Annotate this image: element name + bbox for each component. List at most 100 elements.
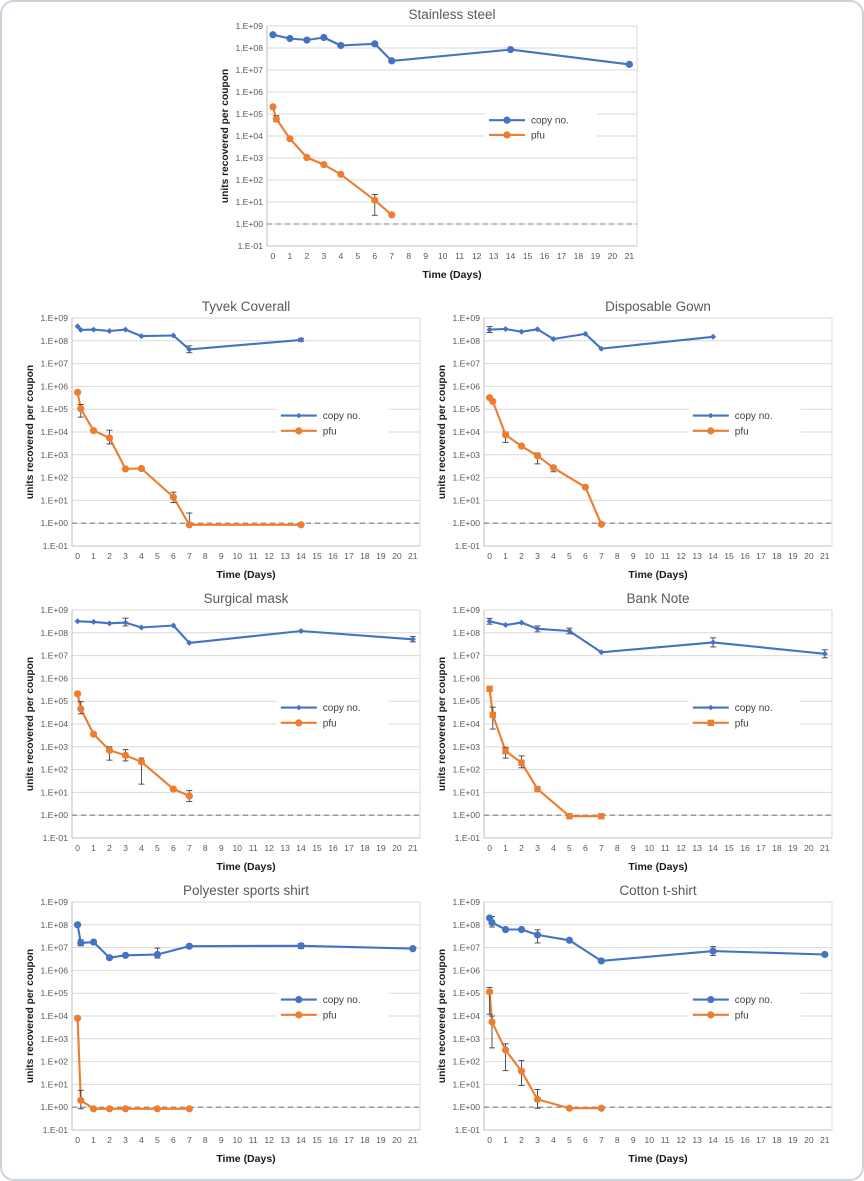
x-tick-label: 2 bbox=[107, 1135, 112, 1145]
x-tick-label: 8 bbox=[615, 551, 620, 561]
x-tick-label: 15 bbox=[312, 843, 322, 853]
legend-label: copy no. bbox=[323, 995, 361, 1006]
x-tick-label: 2 bbox=[107, 551, 112, 561]
x-tick-label: 4 bbox=[139, 843, 144, 853]
error-bars bbox=[77, 404, 193, 526]
charts-row-3: 1.E+09 1.E+08 1.E+07 1.E+06 1.E+05 1.E+04 1.E+… bbox=[2, 590, 862, 878]
y-tick-label: 1.E-01 bbox=[43, 1125, 69, 1135]
x-tick-label: 15 bbox=[312, 551, 322, 561]
x-axis-title: Time (Days) bbox=[216, 569, 275, 581]
x-tick-label: 2 bbox=[519, 1135, 524, 1145]
legend-label: pfu bbox=[323, 1010, 337, 1021]
chart-canvas-bank-note: 1.E+09 1.E+08 1.E+07 1.E+06 1.E+05 1.E+04 1.E+… bbox=[437, 591, 833, 873]
x-tick-label: 18 bbox=[360, 551, 370, 561]
x-tick-label: 5 bbox=[355, 251, 360, 261]
legend: copy no. pfu bbox=[276, 408, 389, 438]
legend: copy no. pfu bbox=[276, 992, 389, 1022]
series-line-pfu bbox=[488, 397, 603, 525]
x-tick-label: 5 bbox=[567, 843, 572, 853]
x-tick-label: 6 bbox=[372, 251, 377, 261]
x-tick-label: 13 bbox=[692, 551, 702, 561]
x-tick-label: 11 bbox=[661, 1135, 670, 1145]
y-tick-label: 1.E+06 bbox=[453, 673, 481, 683]
x-tick-label: 10 bbox=[644, 551, 654, 561]
x-tick-label: 16 bbox=[328, 1135, 338, 1145]
series-markers-pfu bbox=[269, 103, 396, 219]
y-tick-label: 1.E+06 bbox=[236, 87, 264, 97]
x-tick-label: 9 bbox=[219, 1135, 224, 1145]
chart-title: Stainless steel bbox=[408, 7, 495, 22]
y-tick-label: 1.E+04 bbox=[453, 1011, 481, 1021]
legend-label: pfu bbox=[531, 130, 545, 141]
series-markers-copyno bbox=[486, 325, 717, 352]
y-tick-label: 1.E+07 bbox=[41, 651, 69, 661]
legend-label: pfu bbox=[323, 426, 337, 437]
chart-canvas-cotton-t-shirt: 1.E+09 1.E+08 1.E+07 1.E+06 1.E+05 1.E+04 1.E+… bbox=[437, 883, 833, 1165]
x-tick-label: 10 bbox=[438, 251, 448, 261]
y-tick-label: 1.E+02 bbox=[41, 765, 69, 775]
y-axis-title: units recovered per coupon bbox=[437, 365, 448, 499]
y-tick-label: 1.E+04 bbox=[236, 131, 264, 141]
x-tick-label: 4 bbox=[551, 843, 556, 853]
y-tick-label: 1.E+09 bbox=[41, 313, 69, 323]
x-tick-label: 12 bbox=[676, 551, 686, 561]
x-tick-label: 4 bbox=[551, 1135, 556, 1145]
y-tick-label: 1.E+01 bbox=[453, 495, 481, 505]
x-tick-label: 3 bbox=[535, 1135, 540, 1145]
x-tick-label: 1 bbox=[503, 843, 508, 853]
series-line-pfu bbox=[76, 1018, 190, 1110]
x-tick-label: 11 bbox=[249, 551, 258, 561]
x-tick-label: 21 bbox=[820, 843, 830, 853]
y-tick-label: 1.E+07 bbox=[453, 943, 481, 953]
y-tick-label: 1.E+01 bbox=[453, 1079, 481, 1089]
y-tick-label: 1.E+02 bbox=[453, 765, 481, 775]
series-line-copyno bbox=[489, 327, 714, 350]
x-tick-label: 11 bbox=[455, 251, 464, 261]
x-tick-label: 20 bbox=[392, 843, 402, 853]
x-tick-label: 6 bbox=[583, 551, 588, 561]
y-tick-label: 1.E+06 bbox=[453, 381, 481, 391]
x-tick-label: 13 bbox=[280, 551, 290, 561]
x-axis-title: Time (Days) bbox=[628, 861, 687, 873]
x-tick-label: 11 bbox=[661, 551, 670, 561]
x-tick-label: 7 bbox=[599, 1135, 604, 1145]
x-tick-label: 10 bbox=[232, 843, 242, 853]
legend: copy no. pfu bbox=[688, 700, 801, 730]
error-bars bbox=[486, 617, 828, 659]
x-tick-label: 17 bbox=[344, 843, 354, 853]
x-tick-label: 6 bbox=[171, 1135, 176, 1145]
x-tick-label: 5 bbox=[567, 551, 572, 561]
x-tick-label: 8 bbox=[203, 843, 208, 853]
x-tick-label: 1 bbox=[503, 1135, 508, 1145]
y-tick-label: 1.E+05 bbox=[41, 988, 69, 998]
y-axis-title: units recovered per coupon bbox=[25, 365, 36, 499]
chart-canvas-tyvek-coverall: 1.E+09 1.E+08 1.E+07 1.E+06 1.E+05 1.E+04 1.E+… bbox=[25, 299, 421, 581]
y-axis-title: units recovered per coupon bbox=[437, 657, 448, 791]
x-tick-label: 1 bbox=[91, 1135, 96, 1145]
x-tick-label: 16 bbox=[328, 843, 338, 853]
y-axis-title: units recovered per coupon bbox=[25, 949, 36, 1083]
legend-label: pfu bbox=[735, 718, 749, 729]
series-line-copyno bbox=[489, 620, 825, 655]
x-tick-label: 6 bbox=[171, 551, 176, 561]
x-tick-label: 9 bbox=[631, 1135, 636, 1145]
x-tick-label: 1 bbox=[288, 251, 293, 261]
x-tick-label: 14 bbox=[296, 843, 306, 853]
x-tick-label: 1 bbox=[503, 551, 508, 561]
y-tick-label: 1.E+05 bbox=[41, 404, 69, 414]
x-tick-label: 7 bbox=[389, 251, 394, 261]
x-tick-label: 19 bbox=[591, 251, 601, 261]
x-tick-label: 4 bbox=[139, 1135, 144, 1145]
y-tick-label: 1.E+05 bbox=[41, 696, 69, 706]
x-axis-title: Time (Days) bbox=[628, 1153, 687, 1165]
y-tick-label: 1.E-01 bbox=[455, 541, 481, 551]
y-tick-label: 1.E+08 bbox=[453, 628, 481, 638]
y-tick-label: 1.E+08 bbox=[453, 336, 481, 346]
y-tick-label: 1.E+06 bbox=[41, 965, 69, 975]
chart-title: Bank Note bbox=[626, 591, 689, 606]
x-tick-label: 3 bbox=[535, 843, 540, 853]
x-tick-label: 0 bbox=[271, 251, 276, 261]
legend-label: copy no. bbox=[531, 116, 569, 127]
error-bars bbox=[488, 916, 717, 956]
x-tick-label: 14 bbox=[708, 843, 718, 853]
